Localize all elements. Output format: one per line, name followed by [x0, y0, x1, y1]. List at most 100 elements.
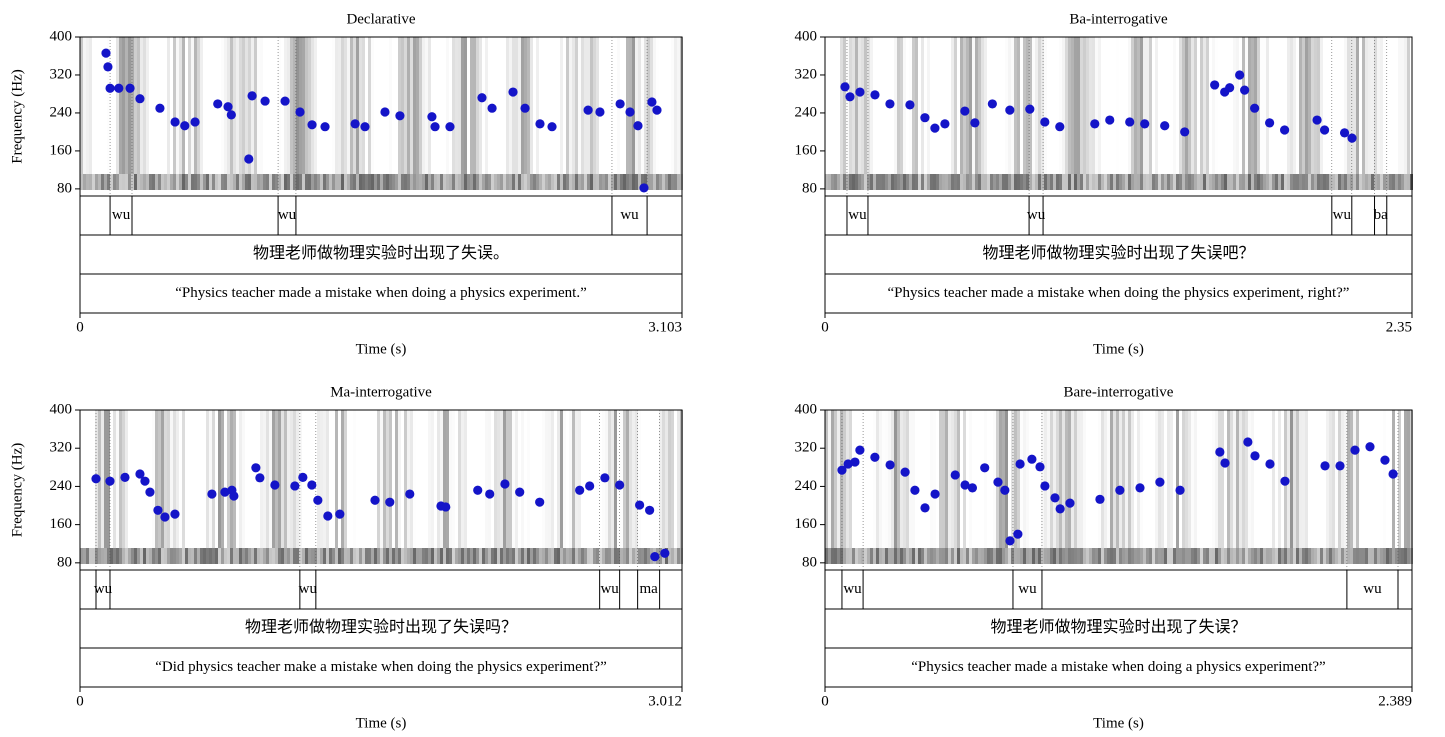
spectrogram-band [1302, 174, 1305, 190]
spectrogram-band [86, 174, 89, 190]
spectrogram-column [1290, 410, 1293, 548]
spectrogram-band [266, 174, 269, 190]
pitch-point [647, 97, 656, 106]
spectrogram-column [503, 410, 506, 548]
pitch-point [1180, 127, 1189, 136]
spectrogram-column [182, 37, 185, 174]
spectrogram-band [966, 548, 969, 564]
spectrogram-band [413, 548, 416, 564]
pitch-point [993, 478, 1002, 487]
spectrogram-column [173, 410, 176, 548]
pitch-point [910, 486, 919, 495]
spectrogram-column [867, 37, 870, 174]
spectrogram-band [368, 174, 371, 190]
spectrogram-band [1065, 548, 1068, 564]
spectrogram-band [359, 548, 362, 564]
spectrogram-column [116, 37, 119, 174]
spectrogram-band [1140, 174, 1143, 190]
spectrogram-band [963, 548, 966, 564]
spectrogram-band [1083, 548, 1086, 564]
spectrogram-column [371, 37, 374, 174]
spectrogram-band [1107, 548, 1110, 564]
spectrogram-band [395, 174, 398, 190]
spectrogram-band [155, 548, 158, 564]
pitch-point [247, 91, 256, 100]
spectrogram-column [275, 410, 278, 548]
spectrogram-band [113, 548, 116, 564]
spectrogram-band [311, 174, 314, 190]
spectrogram-band [1263, 548, 1266, 564]
spectrogram-column [590, 37, 593, 174]
spectrogram-band [485, 548, 488, 564]
spectrogram-band [212, 548, 215, 564]
spectrogram-band [545, 174, 548, 190]
spectrogram-band [248, 548, 251, 564]
pitch-point [223, 102, 232, 111]
pitch-point [190, 117, 199, 126]
spectrogram-band [1251, 548, 1254, 564]
spectrogram-band [1008, 174, 1011, 190]
spectrogram-band [236, 174, 239, 190]
pitch-point [988, 99, 997, 108]
spectrogram-column [125, 37, 128, 174]
spectrogram-column [326, 410, 329, 548]
spectrogram-band [1164, 548, 1167, 564]
spectrogram-column [969, 410, 972, 548]
spectrogram-band [1236, 174, 1239, 190]
spectrogram-band [1059, 548, 1062, 564]
spectrogram-column [218, 410, 221, 548]
spectrogram-column [455, 37, 458, 174]
spectrogram-column [840, 410, 843, 548]
spectrogram-band [984, 174, 987, 190]
spectrogram-band [1326, 174, 1329, 190]
spectrogram-band [137, 174, 140, 190]
spectrogram-band [1323, 548, 1326, 564]
spectrogram-band [1101, 548, 1104, 564]
sentence: 物理老师做物理实验时出现了失误？ [990, 618, 1246, 636]
spectrogram-band [104, 174, 107, 190]
spectrogram-band [852, 174, 855, 190]
spectrogram-column [1098, 37, 1101, 174]
spectrogram-band [605, 174, 608, 190]
spectrogram-column [677, 410, 680, 548]
spectrogram-band [509, 548, 512, 564]
spectrogram-band [1140, 548, 1143, 564]
spectrogram-column [656, 37, 659, 174]
word-label: ba [1374, 207, 1389, 223]
spectrogram-band [1359, 174, 1362, 190]
spectrogram-column [170, 410, 173, 548]
spectrogram-band [1125, 548, 1128, 564]
spectrogram-column [1104, 410, 1107, 548]
spectrogram-column [272, 410, 275, 548]
spectrogram-column [407, 37, 410, 174]
spectrogram-band [873, 174, 876, 190]
spectrogram-band [215, 548, 218, 564]
spectrogram-column [840, 37, 843, 174]
spectrogram-band [311, 548, 314, 564]
spectrogram-band [918, 548, 921, 564]
spectrogram-column [401, 37, 404, 174]
spectrogram-band [1131, 174, 1134, 190]
spectrogram-column [1143, 37, 1146, 174]
spectrogram-column [302, 37, 305, 174]
spectrogram-column [626, 37, 629, 174]
spectrogram-band [930, 548, 933, 564]
spectrogram-band [831, 548, 834, 564]
spectrogram-band [317, 548, 320, 564]
spectrogram-column [1185, 37, 1188, 174]
word-label: wu [112, 207, 131, 223]
spectrogram-column [638, 37, 641, 174]
spectrogram-band [1188, 548, 1191, 564]
spectrogram-band [1089, 174, 1092, 190]
spectrogram-band [1200, 174, 1203, 190]
pitch-point [870, 90, 879, 99]
spectrogram-band [885, 548, 888, 564]
spectrogram-band [302, 548, 305, 564]
spectrogram-band [1251, 174, 1254, 190]
spectrogram-column [1041, 410, 1044, 548]
spectrogram-band [437, 174, 440, 190]
spectrogram-column [1236, 410, 1239, 548]
spectrogram-column [674, 37, 677, 174]
spectrogram-band [1167, 174, 1170, 190]
spectrogram-column [176, 410, 179, 548]
